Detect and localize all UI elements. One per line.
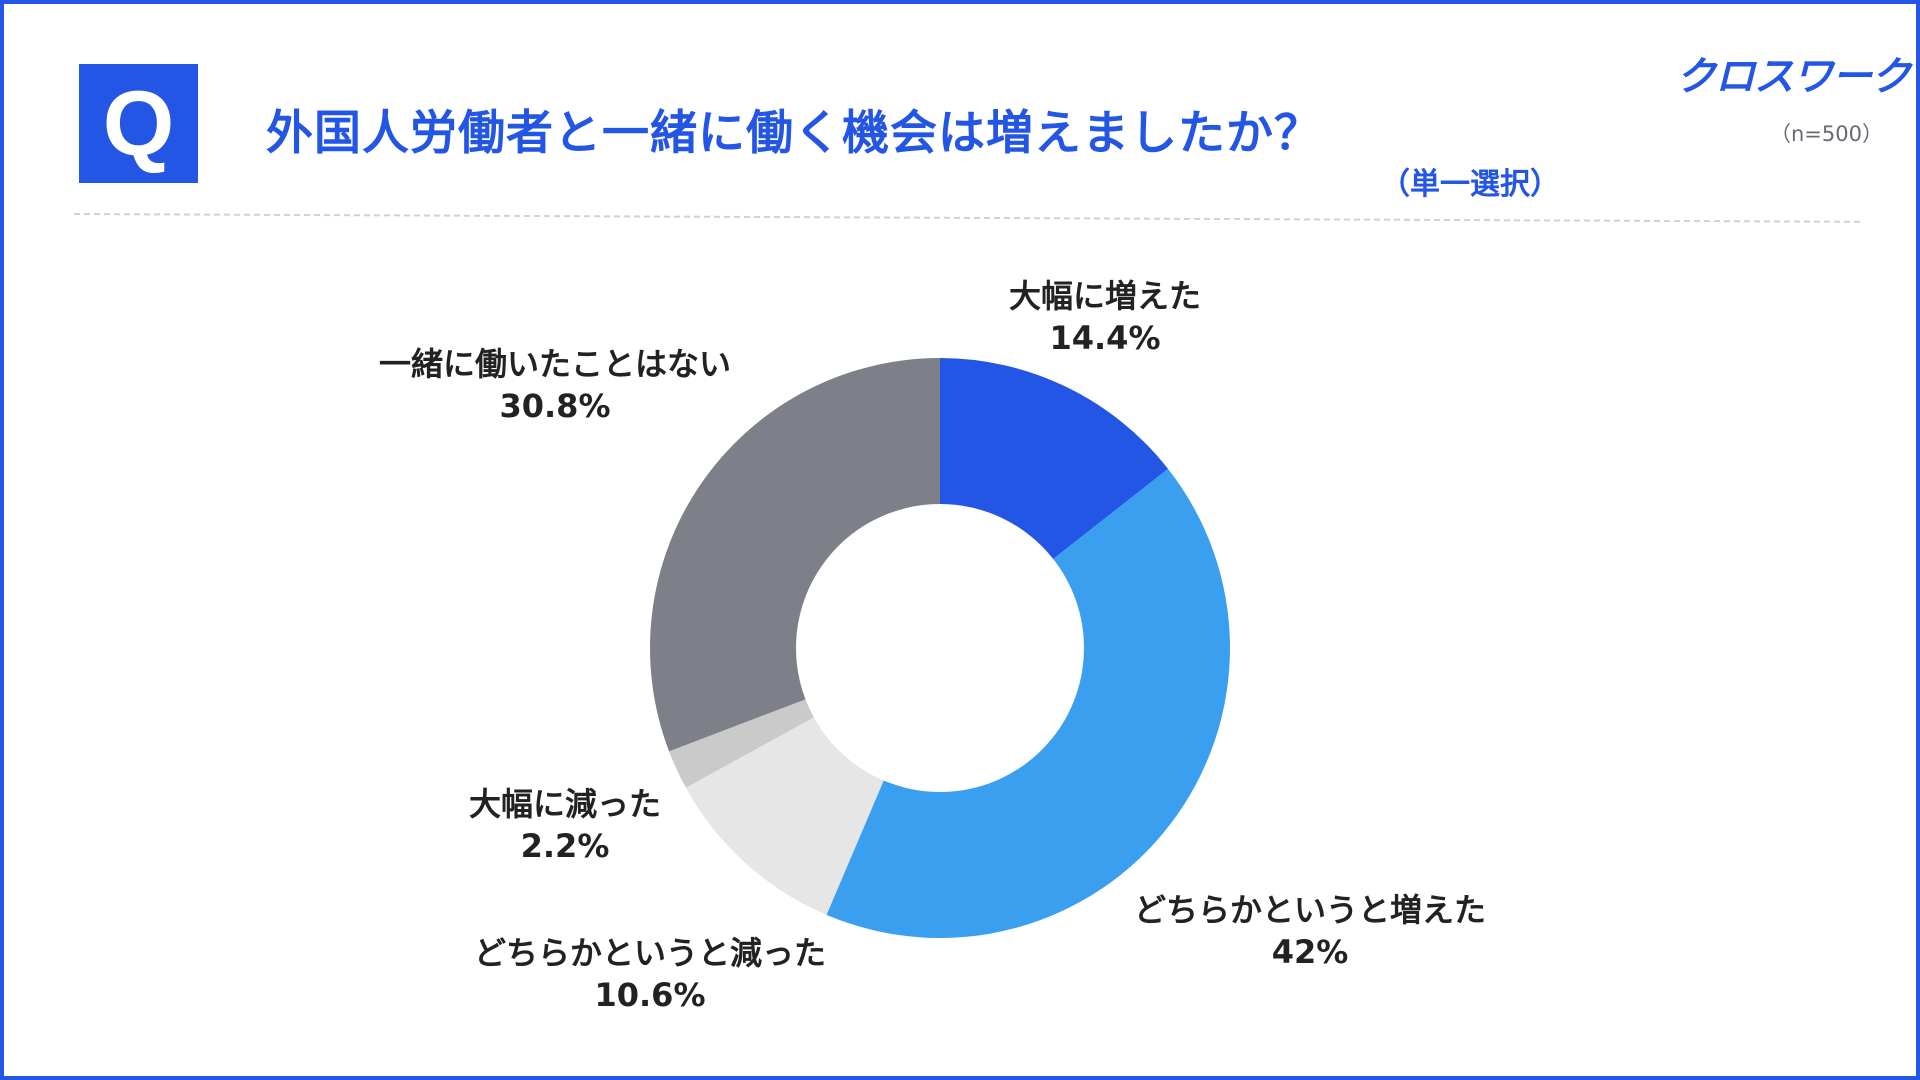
slice-label-1-value: 42% bbox=[1271, 933, 1349, 971]
donut-slice-2 bbox=[685, 717, 884, 915]
donut-slice-3 bbox=[669, 699, 814, 788]
donut-slice-4 bbox=[650, 358, 940, 752]
donut-slice-1 bbox=[826, 468, 1230, 938]
slice-label-1: どちらかというと増えた 42% bbox=[1100, 889, 1520, 973]
slice-label-0-category: 大幅に増えた bbox=[1008, 277, 1201, 315]
slice-label-4-value: 30.8% bbox=[499, 387, 611, 425]
sample-size: （n=500） bbox=[1770, 122, 1883, 146]
question-subtitle: （単一選択） bbox=[1380, 167, 1560, 202]
slice-label-4-category: 一緒に働いたことはない bbox=[378, 345, 731, 383]
slice-label-0: 大幅に増えた 14.4% bbox=[975, 275, 1235, 359]
slice-label-2: どちらかというと減った 10.6% bbox=[440, 932, 860, 1016]
question-title: 外国人労働者と一緒に働く機会は増えましたか？ bbox=[266, 106, 1322, 161]
slice-label-3-value: 2.2% bbox=[520, 827, 610, 865]
slice-label-1-category: どちらかというと増えた bbox=[1133, 891, 1486, 929]
slice-label-4: 一緒に働いたことはない 30.8% bbox=[345, 343, 765, 427]
slice-label-2-value: 10.6% bbox=[594, 976, 706, 1014]
brand-logo: クロスワーク bbox=[1676, 54, 1911, 100]
slice-label-2-category: どちらかというと減った bbox=[473, 934, 826, 972]
slice-label-0-value: 14.4% bbox=[1049, 319, 1161, 357]
slice-label-3-category: 大幅に減った bbox=[468, 785, 661, 823]
question-badge-letter: Q bbox=[102, 72, 175, 175]
question-badge: Q bbox=[79, 64, 198, 183]
donut-slice-0 bbox=[940, 358, 1169, 560]
slice-label-3: 大幅に減った 2.2% bbox=[435, 783, 695, 867]
